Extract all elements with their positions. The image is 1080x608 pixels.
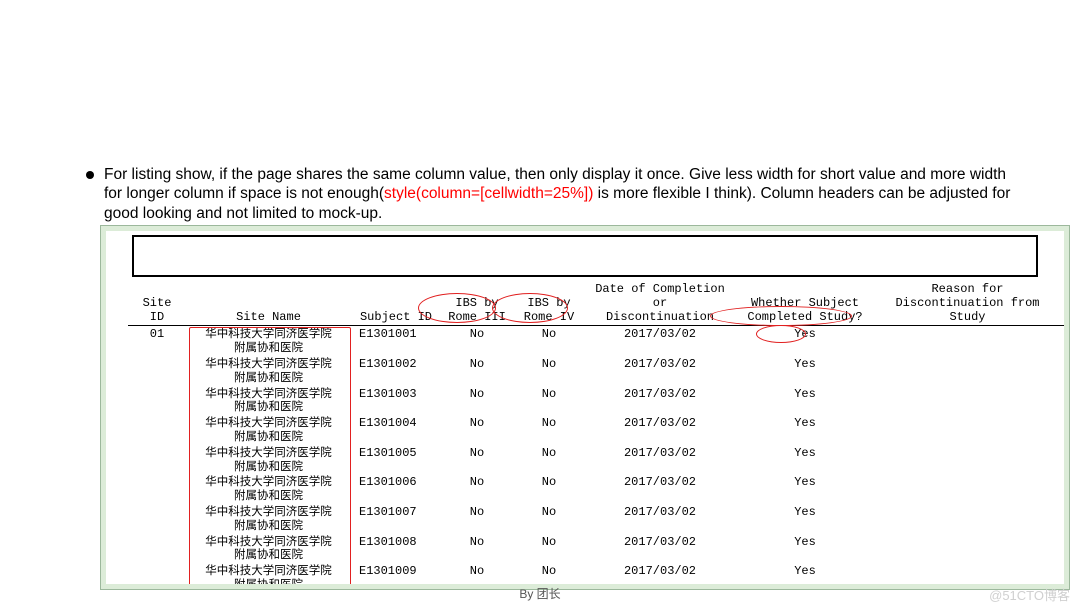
slide: For listing show, if the page shares the… — [0, 0, 1080, 608]
bullet-dot-icon — [86, 171, 94, 179]
cell-rome3: No — [441, 536, 513, 550]
cell-completed: Yes — [735, 417, 875, 431]
table-row: 华中科技大学同济医学院附属协和医院E1301005NoNo2017/03/02Y… — [128, 445, 1064, 475]
table-row: 华中科技大学同济医学院附属协和医院E1301008NoNo2017/03/02Y… — [128, 534, 1064, 564]
col-site-id: Site ID — [128, 297, 186, 325]
table-row: 华中科技大学同济医学院附属协和医院E1301006NoNo2017/03/02Y… — [128, 474, 1064, 504]
table-header-row: Site ID Site Name Subject ID IBS by Rome… — [128, 283, 1064, 326]
table-row: 华中科技大学同济医学院附属协和医院E1301007NoNo2017/03/02Y… — [128, 504, 1064, 534]
cell-rome4: No — [513, 506, 585, 520]
cell-rome3: No — [441, 388, 513, 402]
cell-completed: Yes — [735, 447, 875, 461]
col-rome3: IBS by Rome III — [441, 297, 513, 325]
cell-completed: Yes — [735, 476, 875, 490]
cell-date: 2017/03/02 — [585, 565, 735, 579]
cell-rome3: No — [441, 565, 513, 579]
cell-rome4: No — [513, 358, 585, 372]
cell-date: 2017/03/02 — [585, 417, 735, 431]
bullet-red: style(column=[cellwidth=25%]) — [384, 185, 593, 202]
watermark: @51CTO博客 — [989, 585, 1070, 604]
cell-rome4: No — [513, 536, 585, 550]
cell-date: 2017/03/02 — [585, 388, 735, 402]
cell-site-name: 华中科技大学同济医学院附属协和医院 — [186, 565, 351, 584]
cell-rome3: No — [441, 328, 513, 342]
cell-site-name: 华中科技大学同济医学院附属协和医院 — [186, 417, 351, 445]
table-row: 华中科技大学同济医学院附属协和医院E1301009NoNo2017/03/02Y… — [128, 563, 1064, 584]
table-row: 华中科技大学同济医学院附属协和医院E1301002NoNo2017/03/02Y… — [128, 356, 1064, 386]
cell-date: 2017/03/02 — [585, 536, 735, 550]
cell-site-name: 华中科技大学同济医学院附属协和医院 — [186, 328, 351, 356]
cell-completed: Yes — [735, 565, 875, 579]
cell-subject-id: E1301002 — [351, 358, 441, 372]
cell-date: 2017/03/02 — [585, 506, 735, 520]
col-completed: Whether Subject Completed Study? — [735, 297, 875, 325]
cell-rome4: No — [513, 447, 585, 461]
cell-completed: Yes — [735, 536, 875, 550]
cell-rome3: No — [441, 476, 513, 490]
listing-table: Site ID Site Name Subject ID IBS by Rome… — [128, 283, 1064, 584]
col-date: Date of Completion or Discontinuation — [585, 283, 735, 324]
cell-rome4: No — [513, 565, 585, 579]
cell-rome4: No — [513, 328, 585, 342]
cell-subject-id: E1301003 — [351, 388, 441, 402]
bullet-text: For listing show, if the page shares the… — [104, 165, 1020, 223]
cell-site-name: 华中科技大学同济医学院附属协和医院 — [186, 358, 351, 386]
cell-site-id: 01 — [128, 328, 186, 342]
col-site-name: Site Name — [186, 311, 351, 325]
cell-rome3: No — [441, 506, 513, 520]
cell-rome3: No — [441, 417, 513, 431]
cell-date: 2017/03/02 — [585, 328, 735, 342]
cell-rome3: No — [441, 358, 513, 372]
cell-date: 2017/03/02 — [585, 476, 735, 490]
cell-subject-id: E1301007 — [351, 506, 441, 520]
title-box — [132, 235, 1038, 277]
table-row: 华中科技大学同济医学院附属协和医院E1301004NoNo2017/03/02Y… — [128, 415, 1064, 445]
cell-subject-id: E1301001 — [351, 328, 441, 342]
cell-date: 2017/03/02 — [585, 447, 735, 461]
cell-completed: Yes — [735, 328, 875, 342]
cell-site-name: 华中科技大学同济医学院附属协和医院 — [186, 506, 351, 534]
cell-subject-id: E1301008 — [351, 536, 441, 550]
cell-rome4: No — [513, 476, 585, 490]
cell-site-name: 华中科技大学同济医学院附属协和医院 — [186, 536, 351, 564]
col-subject-id: Subject ID — [351, 311, 441, 325]
table-body: 01华中科技大学同济医学院附属协和医院E1301001NoNo2017/03/0… — [128, 326, 1064, 584]
table-row: 01华中科技大学同济医学院附属协和医院E1301001NoNo2017/03/0… — [128, 326, 1064, 356]
bullet-item: For listing show, if the page shares the… — [86, 165, 1020, 223]
cell-rome4: No — [513, 417, 585, 431]
cell-rome4: No — [513, 388, 585, 402]
col-reason: Reason for Discontinuation from Study — [875, 283, 1060, 324]
cell-subject-id: E1301009 — [351, 565, 441, 579]
cell-completed: Yes — [735, 388, 875, 402]
cell-subject-id: E1301006 — [351, 476, 441, 490]
table-row: 华中科技大学同济医学院附属协和医院E1301003NoNo2017/03/02Y… — [128, 386, 1064, 416]
cell-subject-id: E1301005 — [351, 447, 441, 461]
cell-subject-id: E1301004 — [351, 417, 441, 431]
cell-site-name: 华中科技大学同济医学院附属协和医院 — [186, 476, 351, 504]
cell-site-name: 华中科技大学同济医学院附属协和医院 — [186, 447, 351, 475]
cell-rome3: No — [441, 447, 513, 461]
col-rome4: IBS by Rome IV — [513, 297, 585, 325]
cell-completed: Yes — [735, 358, 875, 372]
figure-inner: Site ID Site Name Subject ID IBS by Rome… — [106, 231, 1064, 584]
cell-completed: Yes — [735, 506, 875, 520]
cell-date: 2017/03/02 — [585, 358, 735, 372]
cell-site-name: 华中科技大学同济医学院附属协和医院 — [186, 388, 351, 416]
footer-text: By 团长 — [0, 585, 1080, 602]
figure-container: Site ID Site Name Subject ID IBS by Rome… — [100, 225, 1070, 590]
